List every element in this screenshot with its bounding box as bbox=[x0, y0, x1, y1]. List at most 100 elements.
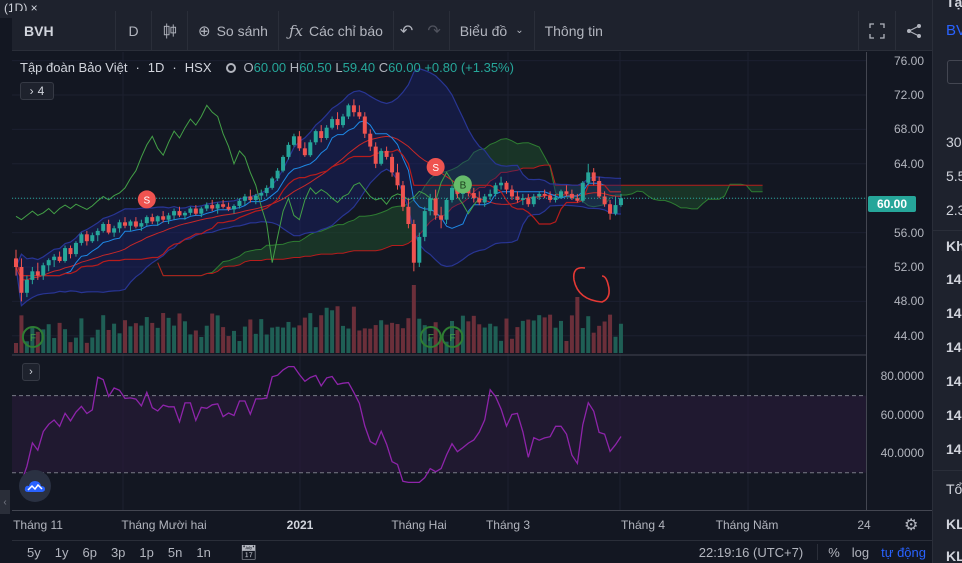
flag-marker[interactable] bbox=[419, 326, 442, 348]
volume-bar bbox=[139, 325, 144, 353]
flag-marker-label: F bbox=[30, 333, 36, 344]
side-header: Tậ bbox=[946, 0, 962, 10]
volume-bar bbox=[182, 321, 187, 353]
side-trade-row[interactable]: 14: bbox=[946, 373, 962, 389]
side-trade-row[interactable]: 14: bbox=[946, 407, 962, 423]
chart-type-button[interactable]: Biểu đồ ⌄ bbox=[450, 10, 535, 51]
volume-bar bbox=[150, 322, 155, 353]
side-action-button[interactable] bbox=[947, 60, 962, 84]
visibility-icon[interactable] bbox=[225, 62, 236, 73]
clock[interactable]: 22:19:16 (UTC+7) bbox=[698, 544, 804, 560]
candle-body bbox=[499, 182, 504, 186]
chart-area[interactable]: S B S F F F bbox=[12, 52, 932, 510]
range-button-1n[interactable]: 1n bbox=[196, 544, 211, 560]
tradingview-logo[interactable] bbox=[19, 470, 51, 502]
candle-body bbox=[422, 211, 427, 237]
side-trade-row[interactable]: 14: bbox=[946, 339, 962, 355]
flag-marker[interactable] bbox=[21, 326, 44, 348]
volume-bar bbox=[346, 328, 351, 353]
candle-body bbox=[509, 189, 514, 197]
share-button[interactable] bbox=[895, 10, 932, 51]
candle-body bbox=[400, 185, 405, 207]
share-icon bbox=[907, 23, 921, 38]
side-trade-row[interactable]: 14: bbox=[946, 305, 962, 321]
side-symbol[interactable]: BV bbox=[946, 22, 962, 39]
compare-button[interactable]: ⊕ So sánh bbox=[188, 10, 279, 51]
candle-body bbox=[341, 116, 345, 126]
candlestick-icon bbox=[163, 23, 177, 38]
candles-style-button[interactable] bbox=[152, 10, 188, 51]
hand-drawn-annotation bbox=[572, 266, 610, 303]
collapse-left-handle[interactable]: ‹ bbox=[0, 490, 10, 514]
time-axis[interactable]: ⚙ Tháng 11 Tháng Mười hai 2021 Tháng Hai Thá… bbox=[12, 510, 932, 538]
volume-bar bbox=[509, 338, 514, 353]
price-axis-label: 68.00 bbox=[893, 122, 924, 137]
volume-bar bbox=[172, 325, 177, 353]
bollinger-basis-line bbox=[15, 135, 622, 281]
chart-canvas[interactable]: S B S F F F bbox=[12, 52, 866, 510]
candle-body bbox=[531, 196, 536, 205]
side-trade-row[interactable]: 14: bbox=[946, 271, 962, 287]
candle-body bbox=[30, 271, 35, 280]
range-button-6p[interactable]: 6p bbox=[82, 544, 97, 560]
range-button-1y[interactable]: 1y bbox=[54, 544, 69, 560]
oscillator-pane-toggle[interactable]: › bbox=[22, 363, 40, 381]
undo-button[interactable]: ↶ bbox=[394, 11, 419, 51]
candle-body bbox=[488, 193, 493, 197]
volume-bar bbox=[123, 320, 127, 353]
interval-button[interactable]: D bbox=[116, 10, 152, 51]
signal-marker-sell[interactable] bbox=[137, 190, 156, 209]
signal-marker-buy[interactable] bbox=[453, 175, 472, 194]
auto-scale-button[interactable]: tự động bbox=[881, 544, 926, 560]
candle-body bbox=[357, 112, 362, 117]
candle-body bbox=[373, 146, 378, 164]
candle-body bbox=[613, 205, 618, 214]
flag-marker[interactable] bbox=[441, 326, 464, 348]
volume-bar bbox=[117, 333, 122, 353]
range-button-5n[interactable]: 5n bbox=[167, 544, 183, 560]
range-button-5y[interactable]: 5y bbox=[27, 544, 41, 560]
volume-bar bbox=[537, 315, 542, 353]
volume-bar bbox=[166, 317, 171, 353]
volume-bar bbox=[221, 327, 226, 353]
volume-bar bbox=[450, 320, 454, 353]
percent-scale-button[interactable]: % bbox=[828, 544, 840, 560]
calendar-icon[interactable]: 📅︎ bbox=[239, 543, 258, 560]
volume-bar bbox=[569, 315, 574, 353]
candle-body bbox=[395, 172, 400, 186]
chart-legend: Tập đoàn Bảo Việt · 1D · HSX O60.00 H60.… bbox=[20, 60, 514, 75]
ichimoku-span-b-line bbox=[157, 164, 763, 277]
volume-bar bbox=[531, 320, 536, 353]
gear-icon[interactable]: ⚙ bbox=[904, 517, 919, 534]
oscillator-band bbox=[12, 395, 866, 473]
fullscreen-button[interactable] bbox=[858, 10, 895, 51]
open-value: 60.00 bbox=[253, 60, 287, 75]
range-button-1p[interactable]: 1p bbox=[139, 544, 154, 560]
candle-body bbox=[559, 191, 563, 198]
last-price-label: 60.00 bbox=[868, 196, 916, 212]
price-axis-label: 56.00 bbox=[893, 225, 924, 240]
log-scale-button[interactable]: log bbox=[851, 544, 870, 560]
indicators-button[interactable]: ƒx Các chỉ báo bbox=[279, 10, 394, 51]
symbol-search-button[interactable]: BVH bbox=[12, 10, 116, 51]
volume-bar bbox=[14, 343, 18, 353]
candle-body bbox=[591, 172, 596, 181]
candle-body bbox=[302, 148, 307, 156]
price-axis[interactable]: 76.00 72.00 68.00 64.00 60.00 56.00 52.00 48.00… bbox=[866, 52, 932, 510]
info-button[interactable]: Thông tin bbox=[544, 22, 603, 39]
volume-bar bbox=[188, 334, 193, 353]
candle-body bbox=[52, 256, 57, 261]
side-kl-label: KL bbox=[946, 516, 962, 532]
candle-body bbox=[177, 211, 182, 216]
signal-marker-sell[interactable] bbox=[426, 158, 445, 176]
volume-bar bbox=[471, 315, 476, 353]
volume-bar bbox=[193, 330, 198, 353]
indicators-toggle-button[interactable]: › 4 bbox=[20, 82, 54, 100]
candle-body bbox=[362, 116, 367, 134]
side-trade-row[interactable]: 14: bbox=[946, 441, 962, 457]
candle-body bbox=[390, 156, 395, 173]
volume-bar bbox=[41, 329, 46, 353]
redo-button[interactable]: ↷ bbox=[419, 10, 450, 51]
range-button-3p[interactable]: 3p bbox=[110, 544, 126, 560]
candle-body bbox=[297, 136, 302, 149]
